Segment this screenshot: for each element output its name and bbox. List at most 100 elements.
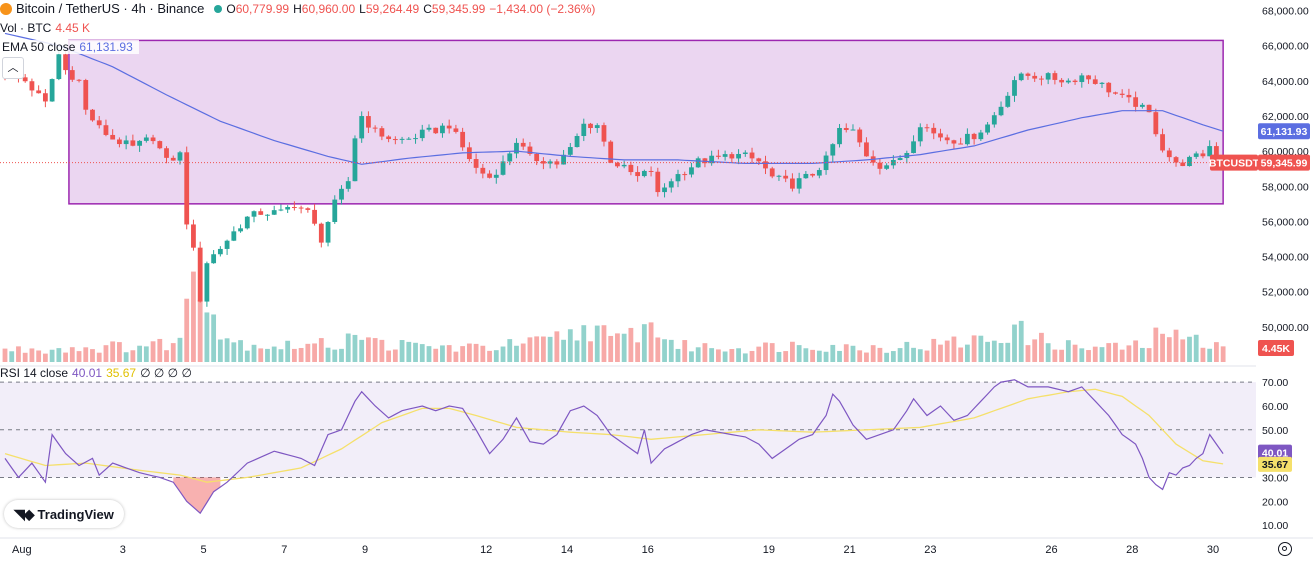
volume-bar: [298, 347, 304, 362]
volume-badge-bg: [1258, 340, 1294, 356]
candle-body: [305, 208, 311, 210]
candle-body: [224, 240, 230, 249]
volume-bar: [837, 350, 842, 362]
candle-body: [291, 207, 297, 209]
candle-body: [877, 162, 883, 169]
high-value: 60,960.00: [301, 2, 356, 16]
volume-bar: [16, 346, 21, 362]
candle-body: [1092, 79, 1098, 84]
last-price-badge-bg: [1258, 154, 1310, 171]
volume-bar: [1099, 347, 1105, 362]
volume-bar: [493, 350, 499, 362]
candle-body: [1052, 73, 1058, 80]
volume-bar: [217, 339, 223, 362]
volume-legend-value: 4.45 K: [55, 21, 91, 35]
candle-body: [312, 209, 317, 224]
candle-body: [143, 137, 149, 141]
open-value: 60,779.99: [235, 2, 290, 16]
volume-bar: [500, 346, 506, 362]
candle-body: [473, 159, 479, 168]
candle-body: [130, 140, 136, 146]
candle-body: [628, 164, 634, 173]
close-value: 59,345.99: [431, 2, 486, 16]
bitcoin-icon: [0, 3, 12, 15]
candle-body: [1187, 156, 1192, 167]
volume-bar: [69, 347, 75, 362]
time-tick-label: 21: [843, 544, 855, 556]
volume-bar: [130, 350, 136, 362]
volume-bar: [339, 348, 344, 362]
candle-body: [722, 154, 728, 157]
rsi-tick-label: 20.00: [1262, 496, 1288, 508]
volume-bar: [1119, 349, 1125, 362]
volume-bar: [103, 345, 109, 362]
volume-bar: [1059, 349, 1065, 362]
candle-body: [164, 148, 169, 158]
candle-body: [574, 135, 580, 148]
candle-body: [736, 153, 741, 159]
volume-bar: [453, 351, 459, 362]
volume-bar: [776, 351, 782, 362]
volume-bar: [42, 353, 48, 362]
tradingview-mark-icon: ◥◆: [14, 505, 35, 522]
volume-bar: [736, 348, 741, 362]
candle-body: [796, 178, 802, 189]
volume-bar: [285, 340, 291, 362]
volume-bar: [729, 349, 735, 362]
candle-body: [971, 133, 977, 140]
price-tick-label: 66,000.00: [1262, 41, 1309, 53]
candle-body: [460, 131, 466, 148]
candle-body: [850, 129, 856, 131]
candle-body: [715, 155, 721, 157]
candle-body: [177, 152, 183, 161]
settings-icon[interactable]: [1278, 542, 1292, 556]
tradingview-logo[interactable]: ◥◆ TradingView: [4, 500, 124, 528]
volume-bar: [76, 351, 82, 362]
volume-bar: [238, 340, 243, 362]
candle-body: [675, 174, 681, 182]
volume-bar: [884, 352, 890, 362]
candle-body: [1072, 80, 1078, 83]
collapse-legend-button[interactable]: ︿: [2, 57, 24, 79]
time-tick-label: 28: [1126, 544, 1138, 556]
rsi-tick-label: 60.00: [1262, 401, 1288, 413]
volume-bar: [278, 349, 284, 362]
candle-body: [897, 158, 903, 160]
rsi-pane: [0, 375, 1256, 537]
candle-body: [500, 161, 506, 175]
candle-body: [991, 115, 997, 125]
candle-body: [231, 231, 237, 241]
candle-body: [42, 93, 48, 102]
volume-bar: [938, 344, 943, 362]
candle-body: [890, 159, 896, 166]
candle-body: [608, 141, 614, 163]
volume-bar: [258, 348, 264, 362]
volume-bar: [527, 337, 533, 362]
ema-legend[interactable]: EMA 50 close 61,131.93: [0, 40, 139, 54]
candle-body: [1146, 104, 1152, 113]
volume-bar: [621, 333, 627, 362]
candle-body: [372, 127, 378, 129]
volume-bar: [1180, 339, 1186, 362]
candle-body: [1012, 80, 1017, 96]
candle-body: [1214, 146, 1219, 157]
volume-bar: [964, 344, 970, 362]
candle-body: [76, 79, 82, 81]
rsi-tick-label: 30.00: [1262, 472, 1288, 484]
volume-bar: [466, 343, 472, 362]
volume-bar: [1193, 334, 1199, 362]
candle-body: [56, 54, 62, 80]
volume-bar: [1146, 348, 1152, 362]
volume-bar: [1133, 340, 1139, 362]
volume-bar: [978, 335, 984, 362]
candle-body: [864, 142, 869, 157]
candle-body: [386, 136, 392, 140]
volume-bar: [709, 348, 715, 362]
candle-body: [265, 214, 270, 216]
candle-body: [1193, 153, 1199, 157]
candle-body: [978, 132, 984, 140]
candle-body: [810, 173, 815, 176]
candle-body: [137, 140, 142, 146]
